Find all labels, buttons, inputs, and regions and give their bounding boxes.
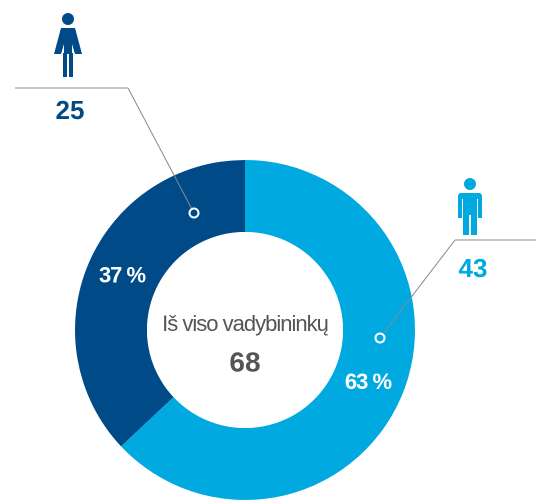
donut: [75, 160, 416, 500]
value-label: 37 %: [99, 263, 146, 288]
male-icon: [458, 178, 482, 235]
center-label: Iš viso vadybininkų: [162, 311, 328, 336]
leader-dot: [374, 332, 386, 344]
donut-hole: [147, 232, 343, 428]
donut-slice: [121, 160, 416, 500]
leader-line: [127, 87, 195, 214]
leader-line: [379, 239, 456, 339]
count-label: 43: [459, 253, 488, 283]
leader-dot: [188, 207, 200, 219]
value-label: 63 %: [345, 369, 392, 394]
female-icon: [54, 13, 82, 77]
count-label: 25: [56, 95, 85, 125]
donut-slice: [75, 160, 245, 447]
total: 68: [229, 346, 260, 377]
